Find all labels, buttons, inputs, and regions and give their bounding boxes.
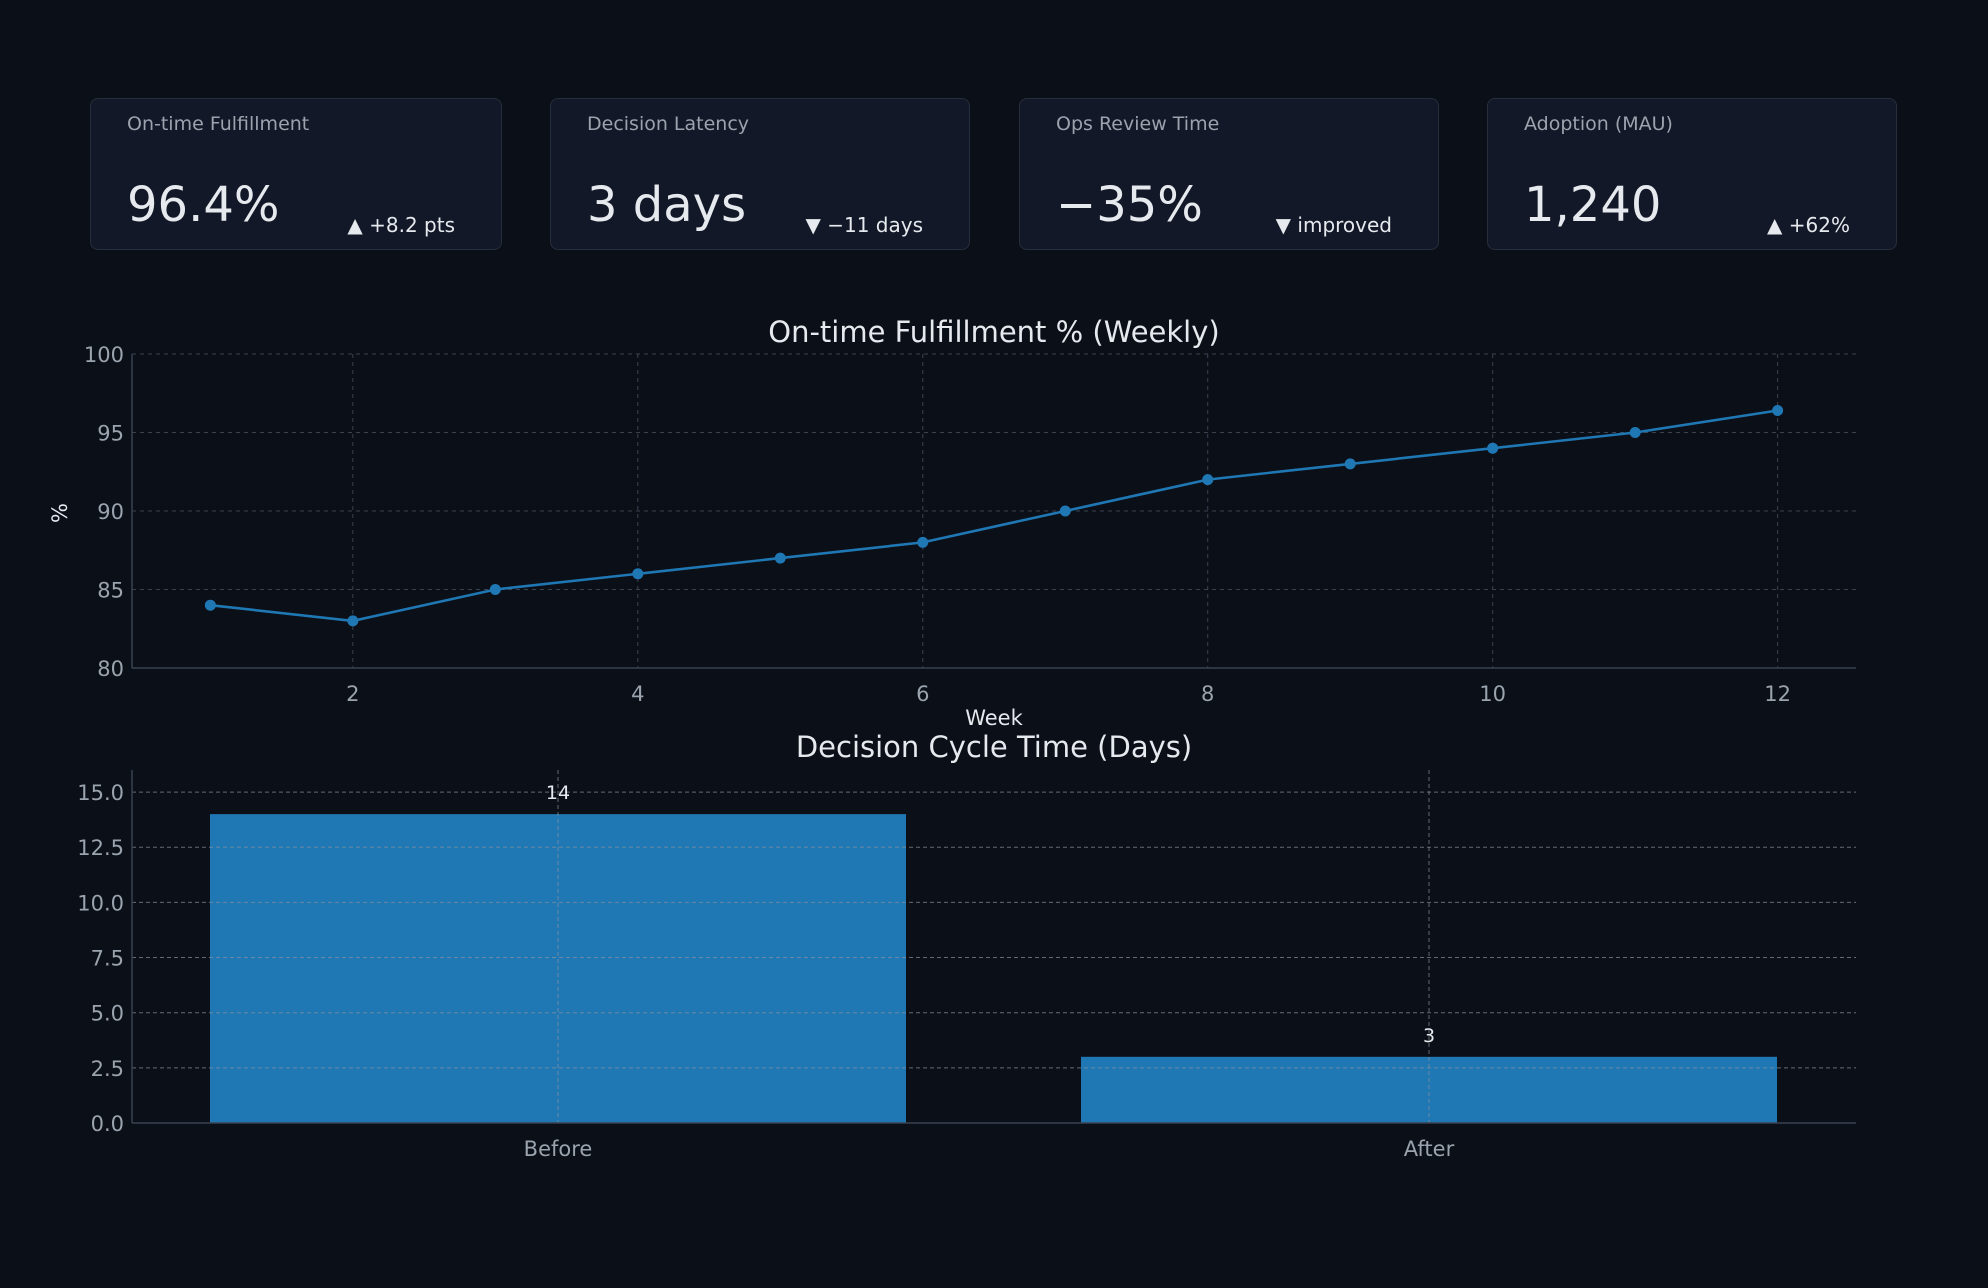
- kpi-value: 1,240: [1524, 177, 1662, 233]
- y-tick-label: 100: [84, 343, 124, 367]
- x-tick-label: After: [1404, 1137, 1455, 1161]
- kpi-card-ontime-fulfillment: On-time Fulfillment 96.4% ▲ +8.2 pts: [90, 98, 502, 250]
- y-tick-label: 95: [97, 422, 124, 446]
- line-chart-xlabel: Week: [965, 706, 1023, 730]
- y-tick-label: 10.0: [77, 891, 124, 915]
- y-tick-label: 2.5: [91, 1057, 124, 1081]
- data-point: [632, 568, 644, 580]
- x-tick-label: 10: [1479, 682, 1506, 706]
- x-tick-label: 6: [916, 682, 929, 706]
- data-point: [1202, 474, 1214, 486]
- data-point: [917, 536, 929, 548]
- data-point: [204, 599, 216, 611]
- line-chart-ylabel: %: [48, 503, 72, 523]
- x-tick-label: 4: [631, 682, 644, 706]
- y-tick-label: 5.0: [91, 1002, 124, 1026]
- data-label: 14: [546, 782, 570, 804]
- kpi-card-adoption-mau: Adoption (MAU) 1,240 ▲ +62%: [1487, 98, 1897, 250]
- kpi-delta: ▲ +62%: [1767, 213, 1850, 237]
- data-point: [1059, 505, 1071, 517]
- bar-chart-title: Decision Cycle Time (Days): [796, 730, 1192, 764]
- x-tick-label: 2: [346, 682, 359, 706]
- y-tick-label: 85: [97, 579, 124, 603]
- y-tick-label: 12.5: [77, 836, 124, 860]
- kpi-label: Decision Latency: [587, 113, 750, 135]
- y-tick-label: 80: [97, 657, 124, 681]
- x-tick-label: 8: [1201, 682, 1214, 706]
- kpi-value: 3 days: [587, 177, 747, 233]
- data-point: [1629, 427, 1641, 438]
- data-point: [489, 584, 501, 595]
- kpi-value: 96.4%: [127, 177, 280, 233]
- y-tick-label: 0.0: [91, 1112, 124, 1136]
- kpi-value: −35%: [1056, 177, 1203, 233]
- y-tick-label: 7.5: [91, 947, 124, 971]
- kpi-delta: ▲ +8.2 pts: [347, 213, 455, 237]
- kpi-label: Ops Review Time: [1056, 113, 1220, 135]
- data-point: [1344, 458, 1356, 470]
- data-label: 3: [1423, 1025, 1435, 1047]
- kpi-card-ops-review-time: Ops Review Time −35% ▼ improved: [1019, 98, 1439, 250]
- y-tick-label: 15.0: [77, 781, 124, 805]
- x-tick-label: Before: [524, 1137, 593, 1161]
- data-point: [774, 552, 786, 564]
- series-line: [210, 409, 1778, 623]
- kpi-card-decision-latency: Decision Latency 3 days ▼ −11 days: [550, 98, 970, 250]
- kpi-delta: ▼ improved: [1275, 213, 1392, 237]
- x-tick-label: 12: [1764, 682, 1791, 706]
- data-point: [1487, 442, 1499, 454]
- kpi-delta: ▼ −11 days: [805, 213, 923, 237]
- data-point: [1772, 405, 1784, 417]
- y-tick-label: 90: [97, 500, 124, 524]
- kpi-label: Adoption (MAU): [1524, 113, 1673, 135]
- kpi-label: On-time Fulfillment: [127, 113, 310, 135]
- line-chart-title: On-time Fulfillment % (Weekly): [768, 315, 1219, 349]
- data-point: [347, 615, 359, 627]
